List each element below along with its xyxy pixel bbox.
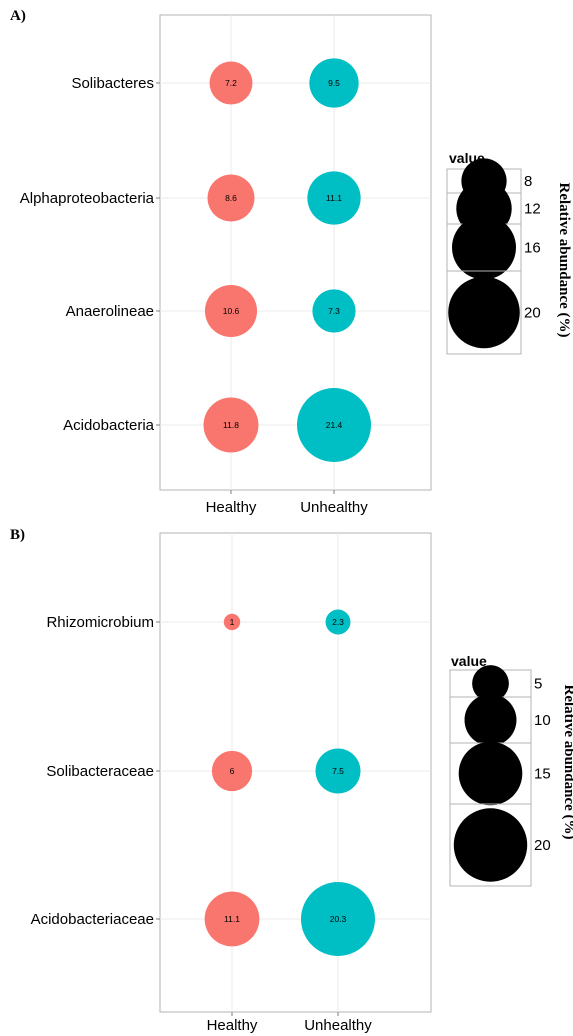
legend-label: 15 xyxy=(534,766,551,783)
legend-key-dot xyxy=(452,215,516,280)
bubble-unhealthy xyxy=(301,882,375,956)
legend-key-dot xyxy=(448,276,520,349)
legend-label: 12 xyxy=(524,201,541,218)
bubble-label: 7.3 xyxy=(328,306,340,316)
bubble-label: 11.8 xyxy=(223,420,239,430)
panel-label: A) xyxy=(10,8,26,24)
bubble-label: 9.5 xyxy=(328,78,340,88)
bubble-unhealthy xyxy=(315,748,361,794)
legend-label: 5 xyxy=(534,676,542,693)
bubble-label: 11.1 xyxy=(224,914,240,924)
bubble-healthy xyxy=(203,397,259,453)
bubble-unhealthy xyxy=(312,289,356,333)
bubble-label: 7.2 xyxy=(225,78,237,88)
y-tick-label: Acidobacteriaceae xyxy=(31,911,154,928)
bubble-unhealthy xyxy=(309,58,359,108)
bubble-healthy xyxy=(207,174,255,222)
panel-label: B) xyxy=(10,527,25,543)
x-tick-label: Unhealthy xyxy=(300,499,368,516)
legend-key-dot xyxy=(464,694,517,746)
legend-key-dot xyxy=(453,808,528,882)
chart-panel-a: A) Solibacteres Alphaproteobacteria Anaerol… xyxy=(10,8,572,516)
x-tick-label: Unhealthy xyxy=(304,1017,372,1034)
legend-key-dot xyxy=(472,665,509,702)
y-tick-label: Anaerolineae xyxy=(66,303,154,320)
plot-area xyxy=(159,532,432,1013)
legend-label: 20 xyxy=(524,305,541,322)
bubble-unhealthy xyxy=(325,609,351,635)
bubble-healthy xyxy=(223,613,241,631)
x-tick-label: Healthy xyxy=(206,499,257,516)
legend-label: 20 xyxy=(534,837,551,854)
bubble-healthy xyxy=(211,750,253,792)
bubble-healthy xyxy=(209,61,253,105)
bubble-label: 8.6 xyxy=(225,193,237,203)
legend-label: 16 xyxy=(524,240,541,257)
bubble-label: 7.5 xyxy=(332,766,344,776)
bubble-label: 11.1 xyxy=(326,193,342,203)
bubble-label: 2.3 xyxy=(332,617,344,627)
y-tick-label: Solibacteraceae xyxy=(46,763,154,780)
x-tick-label: Healthy xyxy=(207,1017,258,1034)
bubble-unhealthy xyxy=(297,388,371,462)
bubble-label: 10.6 xyxy=(223,306,240,316)
y-tick-label: Alphaproteobacteria xyxy=(20,190,155,207)
legend-label: 10 xyxy=(534,712,551,729)
side-axis-label: Relative abundance (%) xyxy=(556,183,572,338)
bubble-unhealthy xyxy=(307,171,361,225)
bubble-healthy xyxy=(204,284,258,338)
bubble-healthy xyxy=(204,891,260,947)
plot-area xyxy=(159,14,432,491)
side-axis-label: Relative abundance (%) xyxy=(561,685,573,840)
legend-title: value xyxy=(451,653,487,669)
y-tick-label: Solibacteres xyxy=(71,75,154,92)
bubble-label: 21.4 xyxy=(326,420,343,430)
bubble-label: 6 xyxy=(230,766,235,776)
legend-label: 8 xyxy=(524,173,532,190)
y-tick-label: Rhizomicrobium xyxy=(46,614,154,631)
size-legend: value 5 10 15 20 xyxy=(449,653,551,887)
legend-key-dot xyxy=(458,741,523,806)
chart-panel-b: B) Rhizomicrobium Solibacteraceae Acidobact… xyxy=(10,527,573,1034)
bubble-label: 1 xyxy=(230,617,235,627)
bubble-label: 20.3 xyxy=(330,914,347,924)
y-tick-label: Acidobacteria xyxy=(63,417,155,434)
